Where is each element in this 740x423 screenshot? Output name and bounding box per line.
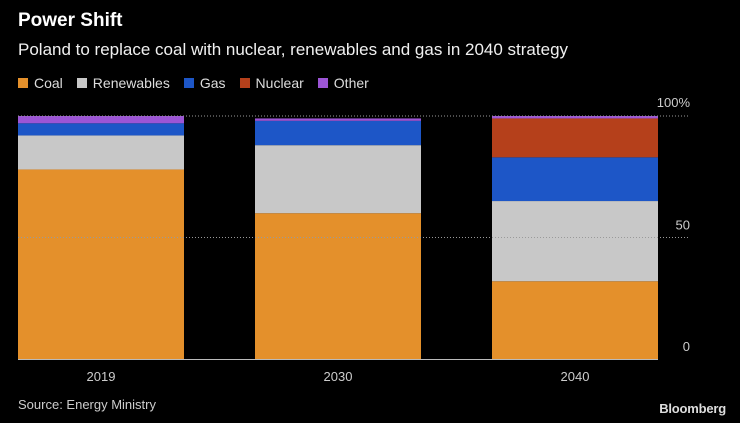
chart-subtitle: Poland to replace coal with nuclear, ren…	[18, 40, 569, 59]
brand-logo: Bloomberg	[659, 401, 726, 416]
source-note: Source: Energy Ministry	[18, 397, 156, 412]
bar-coal-2040	[492, 281, 658, 359]
bar-gas-2030	[255, 120, 421, 146]
legend-label-coal: Coal	[34, 75, 63, 91]
y-tick-label-50: 50	[676, 218, 690, 233]
bar-nuclear-2040	[492, 118, 658, 158]
legend-swatch-renewables	[76, 78, 87, 88]
bar-gas-2019	[18, 123, 184, 136]
legend: Coal Renewables Gas Nuclear Other	[18, 75, 369, 91]
legend-item-other: Other	[317, 75, 369, 91]
legend-label-renewables: Renewables	[92, 75, 170, 91]
bar-other-2030	[255, 118, 421, 121]
legend-swatch-other	[317, 78, 328, 88]
bar-gas-2040	[492, 157, 658, 202]
legend-item-coal: Coal	[18, 75, 63, 91]
legend-label-other: Other	[333, 75, 369, 91]
x-tick-label-2019: 2019	[87, 369, 116, 384]
bar-renewables-2019	[18, 135, 184, 170]
y-tick-label-100: 100%	[657, 95, 691, 110]
chart-title: Power Shift	[18, 10, 123, 31]
legend-label-gas: Gas	[199, 75, 226, 91]
legend-swatch-gas	[183, 78, 194, 88]
legend-label-nuclear: Nuclear	[255, 75, 304, 91]
legend-swatch-coal	[18, 78, 28, 88]
bar-renewables-2030	[255, 145, 421, 214]
legend-item-gas: Gas	[183, 75, 226, 91]
bar-coal-2030	[255, 213, 421, 359]
legend-item-nuclear: Nuclear	[239, 75, 304, 91]
legend-item-renewables: Renewables	[76, 75, 170, 91]
legend-swatch-nuclear	[239, 78, 250, 88]
bar-other-2040	[492, 116, 658, 119]
bar-coal-2019	[18, 169, 184, 359]
x-tick-label-2040: 2040	[561, 369, 590, 384]
x-tick-label-2030: 2030	[324, 369, 353, 384]
bar-other-2019	[18, 116, 184, 124]
bar-renewables-2040	[492, 201, 658, 282]
y-tick-label-0: 0	[683, 339, 690, 354]
